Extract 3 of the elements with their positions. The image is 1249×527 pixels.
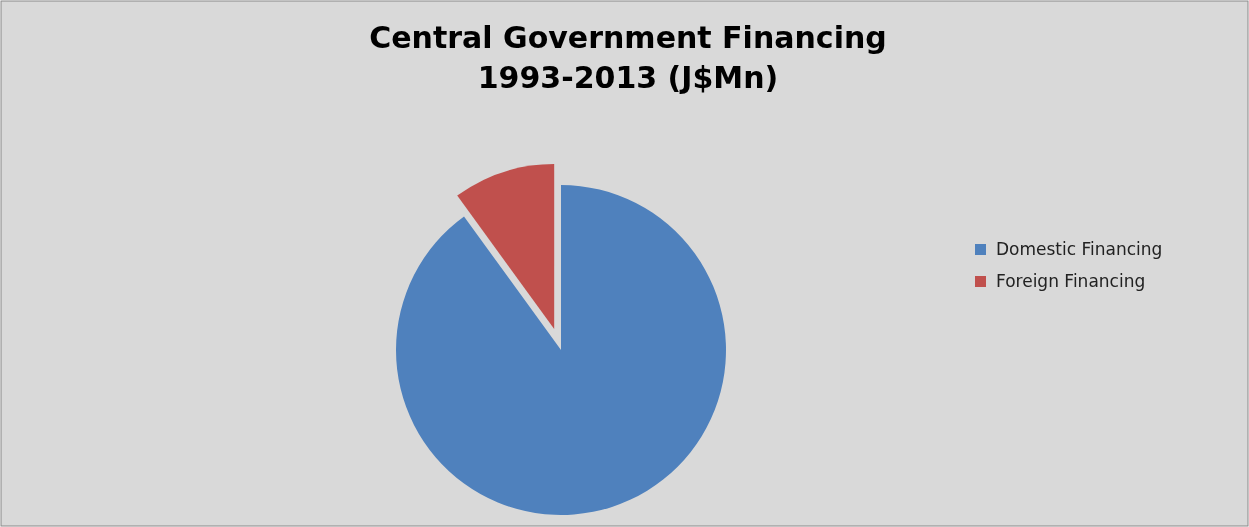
chart-title: Central Government Financing 1993-2013 (J$Mn) bbox=[369, 20, 887, 95]
legend-label: Domestic Financing bbox=[996, 239, 1163, 259]
legend-label: Foreign Financing bbox=[996, 271, 1146, 291]
